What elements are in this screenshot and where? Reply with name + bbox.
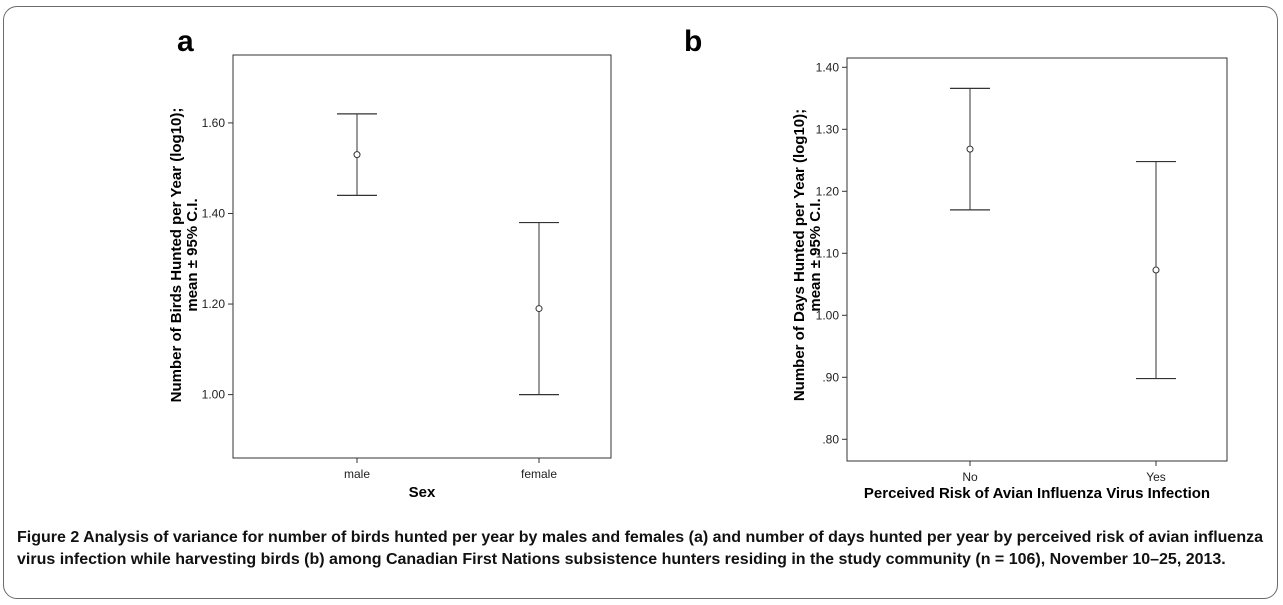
y-tick-label: .80	[822, 432, 839, 446]
y-tick-label: 1.00	[816, 308, 840, 322]
y-axis-title-line2: mean ± 95% C.I.	[184, 198, 201, 311]
y-axis-title-line1: Number of Birds Hunted per Year (log10);	[168, 108, 185, 403]
x-tick-label: male	[344, 467, 370, 481]
y-tick-label: 1.40	[816, 60, 840, 74]
mean-point	[535, 305, 543, 313]
mean-point	[1152, 266, 1160, 274]
caption-label: Figure 2	[17, 529, 80, 546]
plot-area-a	[232, 54, 612, 459]
y-tick-label: 1.30	[816, 122, 840, 136]
y-axis-title-line2: mean ± 95% C.I.	[807, 198, 824, 311]
y-tick-label: .90	[822, 370, 839, 384]
y-tick-label: 1.40	[202, 206, 226, 220]
x-tick-label: female	[521, 467, 557, 481]
x-axis-title: Sex	[409, 484, 436, 501]
figure-caption: Figure 2 Analysis of variance for number…	[17, 527, 1267, 571]
y-tick-label: 1.20	[816, 184, 840, 198]
mean-point	[353, 151, 361, 159]
caption-text: Analysis of variance for number of birds…	[17, 529, 1263, 568]
x-tick-label: No	[962, 470, 978, 484]
y-axis-title-line1: Number of Days Hunted per Year (log10);	[791, 109, 808, 401]
x-axis-title: Perceived Risk of Avian Influenza Virus …	[864, 485, 1210, 502]
y-tick-label: 1.60	[202, 116, 226, 130]
panel-letter-b: b	[684, 25, 702, 58]
figure-frame	[3, 6, 1278, 599]
y-tick-label: 1.20	[202, 297, 226, 311]
x-tick-label: Yes	[1146, 470, 1166, 484]
panel-letter-a: a	[177, 25, 194, 58]
y-tick-label: 1.10	[816, 246, 840, 260]
y-tick-label: 1.00	[202, 388, 226, 402]
mean-point	[966, 145, 974, 153]
plot-area-b	[846, 57, 1228, 462]
